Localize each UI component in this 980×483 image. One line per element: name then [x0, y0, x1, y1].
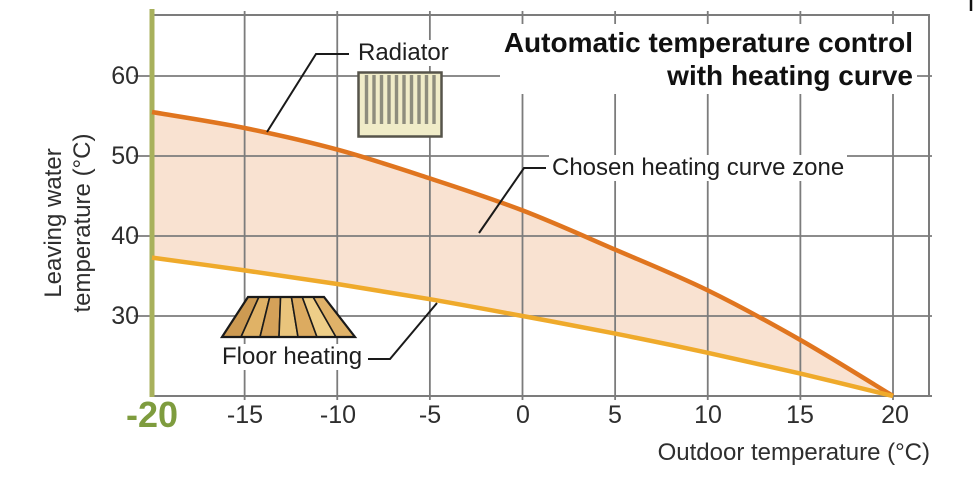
- chart-title: Automatic temperature control with heati…: [499, 24, 917, 94]
- floor-heating-icon: [219, 295, 358, 339]
- x-tick--5: -5: [418, 401, 442, 429]
- floor-leader-line: [368, 302, 438, 360]
- radiator-label: Radiator: [355, 40, 452, 66]
- radiator-icon: [357, 71, 443, 138]
- y-axis-title-line1: Leaving water: [40, 148, 67, 298]
- y-axis-title: Leaving water temperature (°C): [39, 102, 97, 344]
- radiator-curve: [151, 109, 895, 398]
- chart-title-line1: Automatic temperature control: [503, 27, 913, 58]
- x-tick--10: -10: [319, 401, 357, 429]
- zone-leader-line: [478, 167, 546, 234]
- x-axis-title: Outdoor temperature (°C): [657, 439, 930, 466]
- floor-label: Floor heating: [219, 344, 366, 370]
- x-tick-design--20: -20: [125, 394, 179, 435]
- floor-heating-curve: [151, 255, 894, 399]
- x-tick--15: -15: [226, 401, 264, 429]
- chart-title-line2: with heating curve: [667, 60, 913, 91]
- x-tick-15: 15: [786, 401, 814, 429]
- floor-outline: [219, 295, 358, 339]
- y-tick-40: 40: [111, 222, 139, 250]
- x-tick-20: 20: [881, 401, 909, 429]
- y-tick-30: 30: [111, 302, 139, 330]
- x-tick-0: 0: [516, 401, 530, 429]
- zone-label: Chosen heating curve zone: [549, 155, 848, 181]
- radiator-leader-line: [266, 53, 349, 133]
- y-tick-60: 60: [111, 62, 139, 90]
- x-tick-5: 5: [608, 401, 622, 429]
- x-tick-10: 10: [694, 401, 722, 429]
- y-tick-50: 50: [111, 142, 139, 170]
